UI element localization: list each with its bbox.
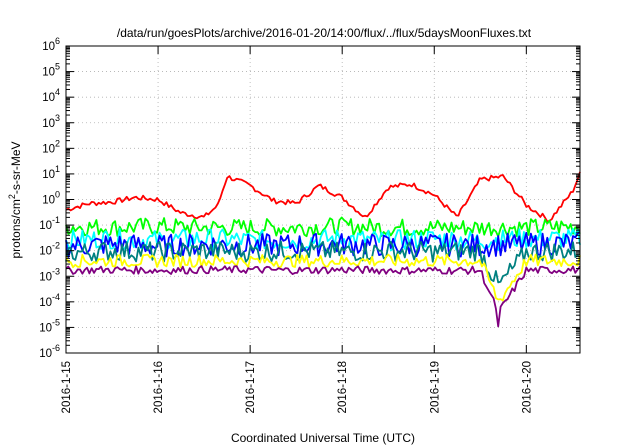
y-tick-exponent: 5 [55, 62, 60, 72]
y-axis-title: protons/cm2-s-sr-MeV [7, 141, 23, 258]
y-tick-exponent: 1 [55, 164, 60, 174]
y-tick-label: 103 [42, 113, 60, 130]
y-tick-label: 10-2 [39, 241, 60, 258]
x-tick-label: 2016-1-20 [521, 361, 533, 413]
x-tick-label: 2016-1-18 [337, 361, 349, 413]
chart-title: /data/run/goesPlots/archive/2016-01-20/1… [117, 26, 532, 40]
series-line-7 [65, 265, 581, 328]
y-tick-label: 10-3 [39, 266, 60, 283]
y-tick-label: 102 [42, 138, 60, 155]
series-line-5 [65, 240, 581, 284]
y-tick-exponent: -5 [52, 317, 60, 327]
x-tick-label: 2016-1-17 [245, 361, 257, 413]
grid [66, 46, 580, 353]
y-tick-label: 100 [42, 190, 60, 207]
x-tick-label: 2016-1-19 [429, 361, 441, 413]
series-line-6 [65, 253, 581, 302]
x-tick-label: 2016-1-16 [153, 361, 165, 413]
y-tick-exponent: 3 [55, 113, 60, 123]
y-axis-title-main: protons/cm [9, 199, 23, 258]
y-tick-exponent: -3 [52, 266, 60, 276]
y-tick-exponent: -4 [52, 292, 60, 302]
y-tick-label: 106 [42, 36, 60, 53]
y-tick-exponent: 6 [55, 36, 60, 46]
y-tick-exponent: -1 [52, 215, 60, 225]
y-tick-label: 10-1 [39, 215, 60, 232]
y-tick-exponent: -2 [52, 241, 60, 251]
x-axis: 2016-1-15 2016-1-16 2016-1-17 2016-1-18 2016… [61, 46, 533, 413]
y-tick-exponent: 2 [55, 138, 60, 148]
x-tick-label: 2016-1-15 [61, 361, 73, 413]
y-tick-exponent: 0 [55, 190, 60, 200]
y-tick-label: 10-5 [39, 317, 60, 334]
series-group [65, 171, 581, 328]
y-axis-title-rest: -s-sr-MeV [9, 141, 23, 194]
y-axis-title-sup: 2 [7, 194, 17, 199]
x-axis-title: Coordinated Universal Time (UTC) [231, 431, 415, 445]
y-tick-label: 104 [42, 87, 60, 104]
series-line-1 [65, 171, 581, 223]
y-tick-label: 10-6 [39, 343, 60, 360]
series-line-2 [65, 216, 581, 238]
y-tick-exponent: 4 [55, 87, 60, 97]
y-axis: 10-610-510-410-310-210-11001011021031041… [39, 36, 580, 360]
y-tick-exponent: -6 [52, 343, 60, 353]
y-tick-label: 10-4 [39, 292, 60, 309]
y-tick-label: 101 [42, 164, 60, 181]
y-tick-label: 105 [42, 62, 60, 79]
